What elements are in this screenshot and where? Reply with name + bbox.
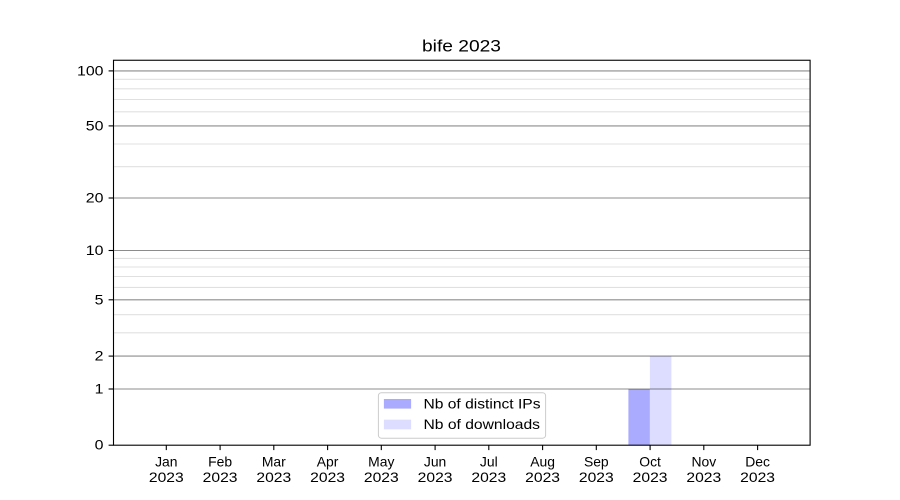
svg-text:2023: 2023 (256, 469, 291, 485)
svg-text:May: May (368, 453, 394, 469)
svg-text:1: 1 (95, 380, 104, 396)
svg-text:Apr: Apr (317, 453, 339, 469)
svg-text:Oct: Oct (639, 453, 661, 469)
svg-text:2023: 2023 (740, 469, 775, 485)
svg-text:Sep: Sep (584, 453, 609, 469)
svg-text:2023: 2023 (525, 469, 560, 485)
svg-text:2023: 2023 (149, 469, 184, 485)
svg-text:5: 5 (95, 291, 104, 307)
svg-text:2023: 2023 (203, 469, 238, 485)
svg-text:100: 100 (77, 62, 104, 78)
svg-text:50: 50 (86, 118, 104, 134)
svg-text:2023: 2023 (633, 469, 668, 485)
svg-text:Mar: Mar (262, 453, 286, 469)
svg-text:Dec: Dec (745, 453, 770, 469)
svg-text:Nb of downloads: Nb of downloads (424, 416, 541, 432)
svg-text:2023: 2023 (686, 469, 721, 485)
svg-text:Nb of distinct IPs: Nb of distinct IPs (424, 396, 541, 412)
svg-text:Jan: Jan (155, 453, 177, 469)
svg-text:Jul: Jul (480, 453, 498, 469)
svg-text:0: 0 (95, 437, 104, 453)
svg-text:Nov: Nov (691, 453, 716, 469)
svg-text:Feb: Feb (208, 453, 232, 469)
svg-text:2023: 2023 (310, 469, 345, 485)
svg-text:Aug: Aug (530, 453, 555, 469)
svg-text:bife 2023: bife 2023 (422, 37, 501, 56)
svg-text:10: 10 (86, 242, 104, 258)
svg-text:2023: 2023 (579, 469, 614, 485)
svg-text:2: 2 (95, 348, 104, 364)
svg-text:2023: 2023 (364, 469, 399, 485)
svg-text:Jun: Jun (424, 453, 446, 469)
svg-text:2023: 2023 (471, 469, 506, 485)
svg-text:2023: 2023 (418, 469, 453, 485)
svg-text:20: 20 (86, 190, 104, 206)
